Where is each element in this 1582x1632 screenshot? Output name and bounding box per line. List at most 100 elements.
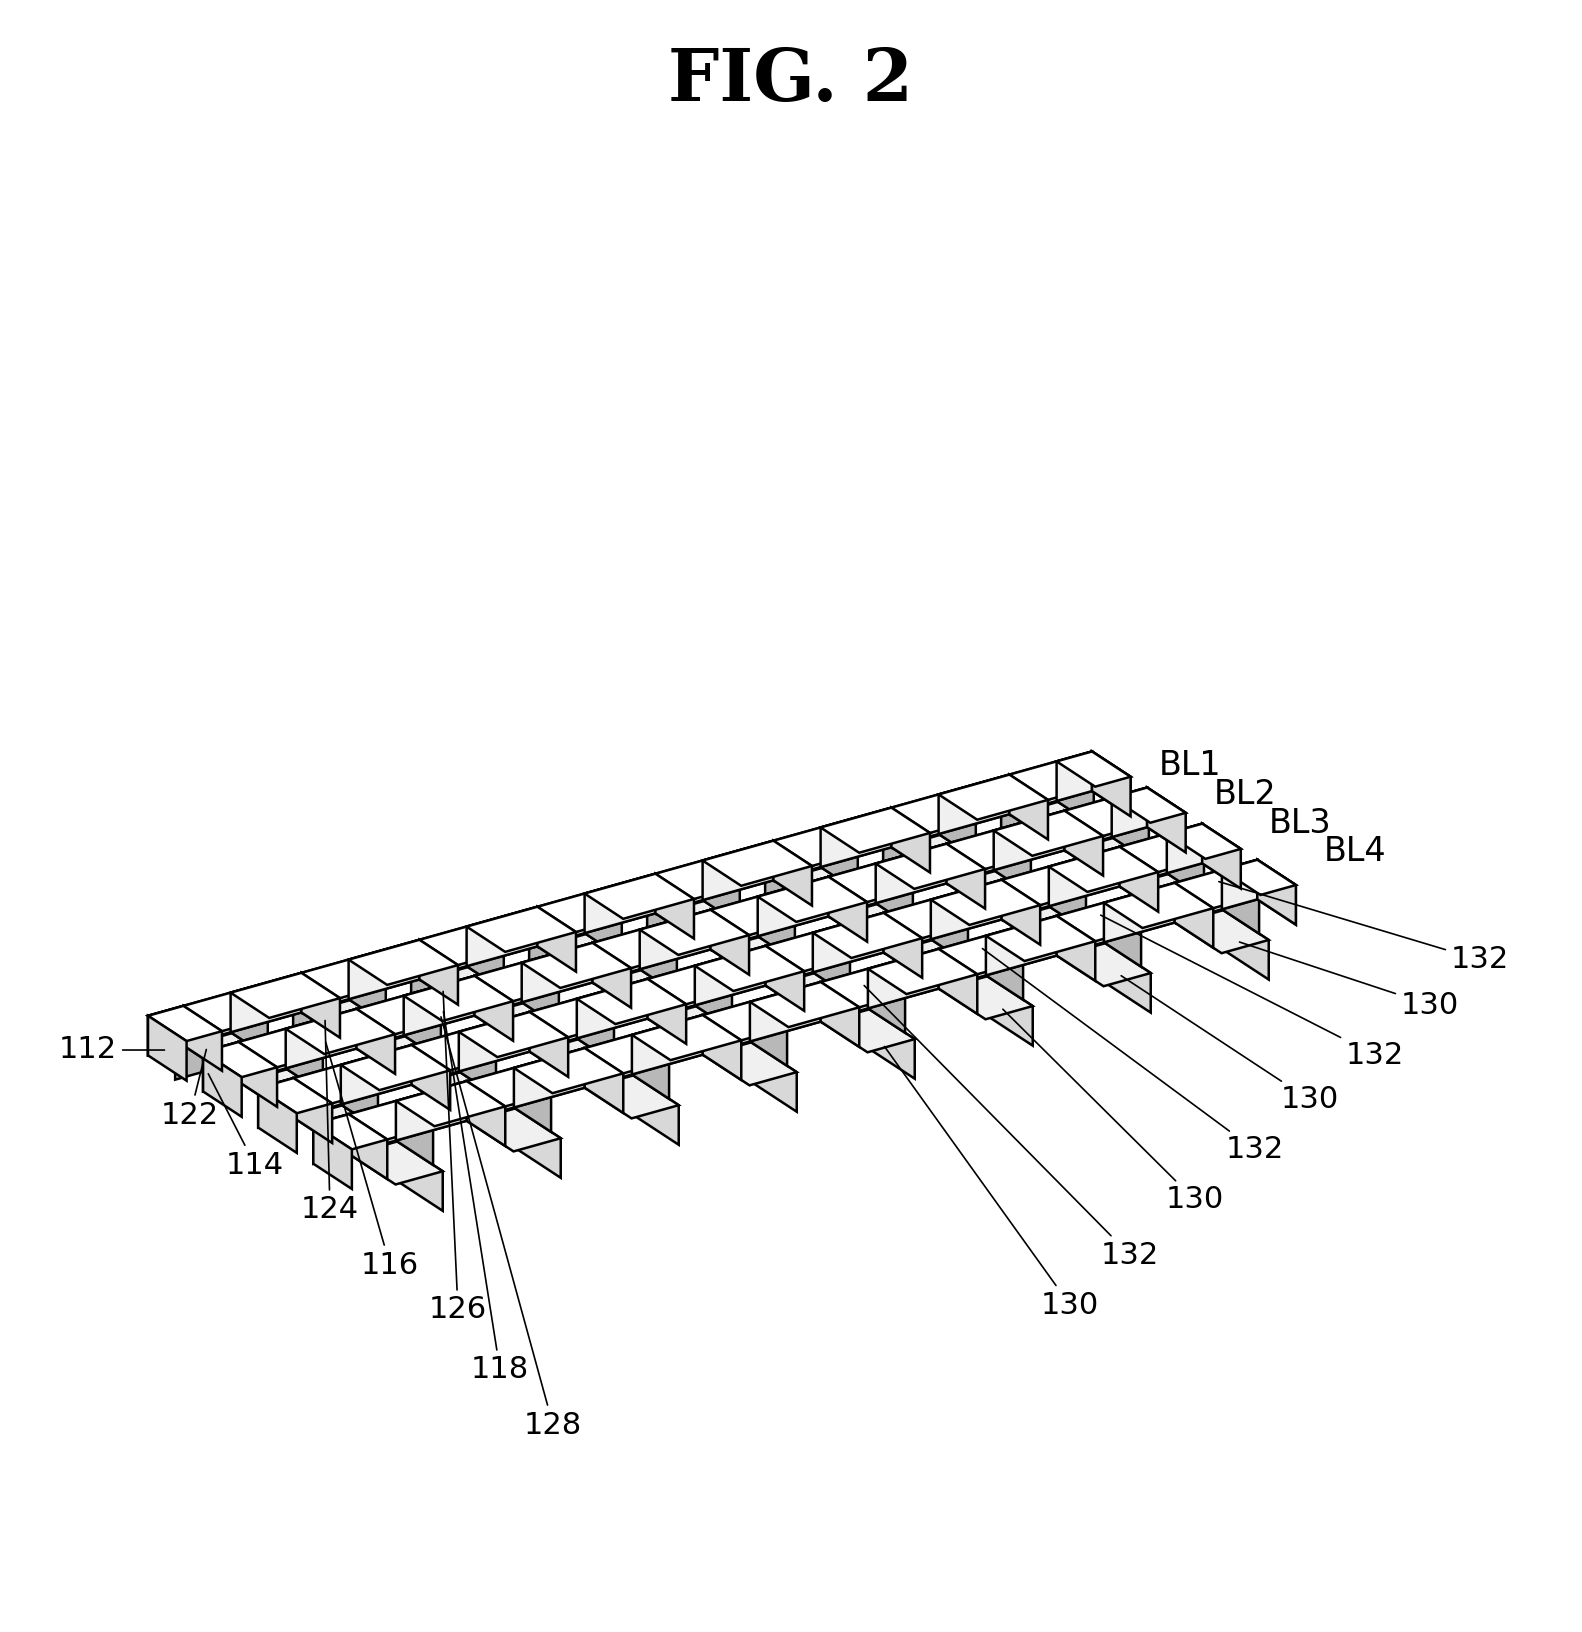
Polygon shape [702, 840, 774, 901]
Polygon shape [1106, 904, 1141, 966]
Polygon shape [476, 963, 524, 1017]
Polygon shape [829, 876, 867, 942]
Polygon shape [1058, 904, 1106, 956]
Polygon shape [231, 973, 302, 1033]
Polygon shape [185, 994, 267, 1030]
Polygon shape [831, 865, 913, 901]
Polygon shape [538, 907, 576, 971]
Polygon shape [421, 927, 468, 981]
Polygon shape [340, 1044, 411, 1105]
Polygon shape [585, 1036, 669, 1072]
Polygon shape [413, 1033, 460, 1085]
Polygon shape [712, 898, 794, 934]
Polygon shape [524, 963, 558, 1027]
Polygon shape [258, 1079, 294, 1128]
Polygon shape [184, 1005, 221, 1071]
Polygon shape [202, 1053, 242, 1116]
Polygon shape [993, 811, 1065, 870]
Polygon shape [884, 901, 932, 953]
Polygon shape [657, 862, 740, 898]
Polygon shape [348, 940, 419, 999]
Polygon shape [258, 824, 1240, 1113]
Polygon shape [585, 894, 622, 958]
Text: BL1: BL1 [1158, 749, 1221, 782]
Polygon shape [396, 1080, 467, 1141]
Polygon shape [704, 1002, 751, 1056]
Polygon shape [883, 829, 930, 881]
Polygon shape [940, 937, 987, 989]
Polygon shape [468, 1069, 551, 1105]
Polygon shape [348, 940, 457, 984]
Polygon shape [876, 844, 946, 902]
Polygon shape [202, 788, 1147, 1092]
Polygon shape [948, 831, 1031, 868]
Polygon shape [930, 880, 1001, 940]
Polygon shape [1057, 751, 1131, 787]
Polygon shape [350, 1102, 433, 1139]
Polygon shape [522, 943, 593, 1002]
Polygon shape [986, 916, 1095, 961]
Polygon shape [938, 775, 1047, 819]
Polygon shape [1258, 860, 1296, 925]
Polygon shape [240, 1030, 323, 1066]
Polygon shape [1049, 847, 1120, 906]
Text: BL4: BL4 [1324, 836, 1386, 868]
Polygon shape [1001, 795, 1269, 953]
Polygon shape [884, 901, 968, 937]
Polygon shape [1258, 860, 1296, 925]
Polygon shape [577, 979, 687, 1023]
Polygon shape [1168, 824, 1240, 858]
Polygon shape [302, 961, 386, 997]
Polygon shape [1011, 762, 1093, 800]
Polygon shape [577, 1000, 614, 1062]
Polygon shape [302, 961, 350, 1013]
Polygon shape [766, 862, 812, 914]
Polygon shape [1112, 788, 1147, 837]
Polygon shape [202, 788, 1185, 1077]
Polygon shape [593, 943, 631, 1007]
Polygon shape [647, 894, 914, 1053]
Polygon shape [411, 1044, 451, 1110]
Polygon shape [342, 1066, 378, 1129]
Polygon shape [631, 1015, 702, 1074]
Polygon shape [585, 873, 655, 934]
Polygon shape [516, 1069, 551, 1133]
Polygon shape [649, 966, 696, 1020]
Polygon shape [823, 969, 905, 1007]
Polygon shape [396, 1080, 505, 1126]
Polygon shape [585, 1036, 633, 1089]
Polygon shape [1147, 788, 1185, 852]
Text: 132: 132 [1101, 916, 1405, 1069]
Polygon shape [815, 934, 850, 997]
Polygon shape [758, 876, 829, 937]
Polygon shape [694, 894, 914, 1079]
Polygon shape [821, 982, 859, 1046]
Polygon shape [539, 894, 585, 947]
Polygon shape [1057, 916, 1095, 981]
Polygon shape [459, 961, 679, 1144]
Polygon shape [938, 775, 1009, 834]
Polygon shape [883, 829, 1150, 986]
Text: 122: 122 [161, 1049, 218, 1129]
Polygon shape [522, 943, 631, 987]
Polygon shape [774, 840, 812, 906]
Polygon shape [421, 927, 503, 965]
Polygon shape [514, 1048, 623, 1093]
Polygon shape [631, 1015, 742, 1061]
Polygon shape [239, 1041, 277, 1106]
Text: 130: 130 [1240, 942, 1459, 1020]
Polygon shape [641, 930, 677, 994]
Polygon shape [294, 1079, 332, 1142]
Polygon shape [1057, 751, 1092, 801]
Polygon shape [647, 979, 687, 1044]
Polygon shape [1223, 870, 1259, 934]
Polygon shape [938, 948, 978, 1013]
Polygon shape [1049, 847, 1158, 893]
Polygon shape [149, 1005, 221, 1041]
Polygon shape [149, 751, 1092, 1056]
Polygon shape [995, 831, 1031, 894]
Text: BL3: BL3 [1269, 806, 1332, 839]
Polygon shape [712, 898, 759, 950]
Polygon shape [1049, 795, 1269, 979]
Polygon shape [350, 1102, 397, 1155]
